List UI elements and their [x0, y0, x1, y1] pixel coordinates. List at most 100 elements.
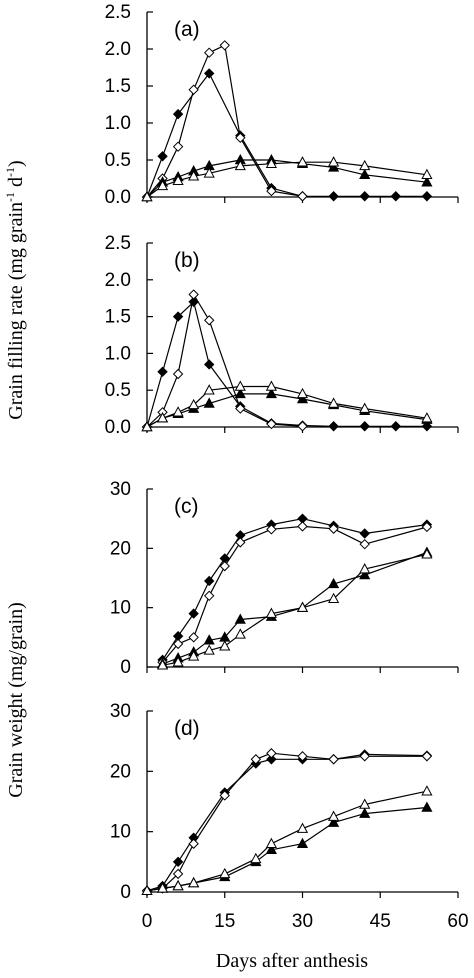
data-point-triangle — [203, 644, 215, 655]
data-point-triangle — [188, 650, 200, 661]
series-open-diamond — [141, 748, 433, 897]
series-filled-triangle — [141, 801, 433, 896]
data-point-triangle — [234, 628, 246, 639]
data-point-triangle — [359, 807, 371, 818]
data-point-triangle — [203, 397, 215, 408]
y-tick-label: 0.0 — [105, 417, 131, 438]
data-point-diamond — [359, 751, 370, 762]
data-point-triangle — [172, 879, 184, 891]
data-point-triangle — [234, 613, 246, 624]
data-point-diamond — [328, 754, 339, 765]
y-tick-label: 1.5 — [105, 307, 131, 328]
data-point-triangle — [359, 563, 371, 574]
series-line — [162, 551, 428, 665]
data-point-triangle — [250, 852, 262, 864]
panel-label: (c) — [174, 495, 199, 518]
data-point-triangle — [359, 159, 371, 171]
data-point-triangle — [265, 837, 277, 848]
data-point-triangle — [296, 387, 309, 399]
data-point-triangle — [328, 816, 340, 827]
series-line — [146, 159, 427, 198]
data-point-diamond — [235, 132, 246, 144]
data-point-triangle — [296, 822, 309, 833]
data-point-diamond — [219, 790, 230, 801]
data-point-diamond — [172, 141, 184, 152]
series-line — [146, 790, 428, 892]
data-point-diamond — [219, 560, 230, 572]
data-point-diamond — [172, 311, 184, 322]
data-point-diamond — [328, 421, 339, 432]
data-point-diamond — [172, 868, 184, 880]
y-tick-label: 2.0 — [105, 39, 131, 60]
data-point-triangle — [219, 640, 231, 651]
data-point-triangle — [141, 420, 153, 432]
x-tick-label: 0 — [142, 911, 153, 932]
series-line — [146, 752, 427, 892]
data-point-triangle — [172, 174, 184, 185]
data-point-diamond — [359, 421, 370, 432]
data-point-diamond — [359, 538, 370, 550]
data-point-triangle — [265, 380, 277, 391]
data-point-diamond — [157, 151, 168, 162]
data-point-diamond — [188, 608, 199, 619]
data-point-diamond — [390, 191, 402, 202]
data-point-diamond — [266, 754, 277, 765]
data-point-triangle — [172, 656, 184, 667]
series-open-triangle — [156, 548, 433, 670]
data-point-triangle — [203, 167, 215, 178]
y-axis-title-rate-sup1: -1 — [3, 192, 17, 202]
data-point-triangle — [359, 798, 371, 809]
data-point-diamond — [390, 421, 402, 432]
data-point-triangle — [203, 384, 215, 395]
y-axis-title-rate: Grain filling rate (mg grain-1 d-1) — [3, 160, 27, 419]
data-point-diamond — [266, 524, 277, 535]
panel-label: (a) — [174, 18, 200, 41]
data-point-diamond — [297, 421, 308, 432]
data-point-triangle — [141, 884, 153, 896]
data-point-diamond — [328, 191, 339, 202]
series-line — [146, 753, 427, 892]
data-point-triangle — [188, 398, 200, 410]
data-point-diamond — [421, 521, 433, 533]
data-point-diamond — [235, 537, 246, 548]
data-point-diamond — [266, 185, 277, 197]
series-line — [146, 293, 303, 428]
data-point-triangle — [234, 387, 246, 399]
data-point-diamond — [188, 632, 199, 643]
y-axis-title-rate-mid: d — [5, 177, 27, 192]
data-point-triangle — [421, 168, 433, 180]
data-point-triangle — [188, 170, 200, 181]
data-point-triangle — [296, 156, 309, 167]
y-tick-label: 20 — [110, 538, 131, 559]
data-point-triangle — [219, 867, 231, 879]
data-point-diamond — [203, 47, 215, 58]
y-tick-label: 2.5 — [105, 233, 131, 254]
y-tick-label: 2.0 — [105, 270, 131, 291]
data-point-diamond — [157, 366, 168, 378]
data-point-diamond — [421, 421, 433, 432]
data-point-triangle — [156, 659, 169, 670]
data-point-triangle — [359, 402, 371, 413]
data-point-diamond — [421, 751, 433, 762]
data-point-diamond — [188, 84, 199, 95]
series-filled-diamond — [141, 68, 433, 203]
data-point-diamond — [172, 108, 184, 120]
data-point-triangle — [296, 392, 309, 404]
series-open-triangle — [141, 156, 433, 202]
data-point-diamond — [203, 359, 215, 370]
y-tick-label: 10 — [110, 822, 131, 843]
y-tick-label: 1.0 — [105, 343, 131, 364]
x-tick-label: 30 — [292, 911, 313, 932]
data-point-triangle — [265, 607, 277, 618]
y-tick-label: 1.0 — [105, 113, 131, 134]
data-point-triangle — [421, 412, 433, 423]
y-tick-label: 20 — [110, 761, 131, 782]
y-axis-title-rate-main: Grain filling rate (mg grain — [5, 202, 27, 420]
y-tick-label: 1.5 — [105, 76, 131, 97]
panel-b: 0.0 0.5 1.0 1.5 2.0 2.5 (b) — [105, 233, 459, 438]
data-point-triangle — [296, 837, 309, 848]
data-point-triangle — [359, 168, 371, 180]
data-point-diamond — [203, 68, 215, 79]
data-point-triangle — [156, 179, 169, 191]
